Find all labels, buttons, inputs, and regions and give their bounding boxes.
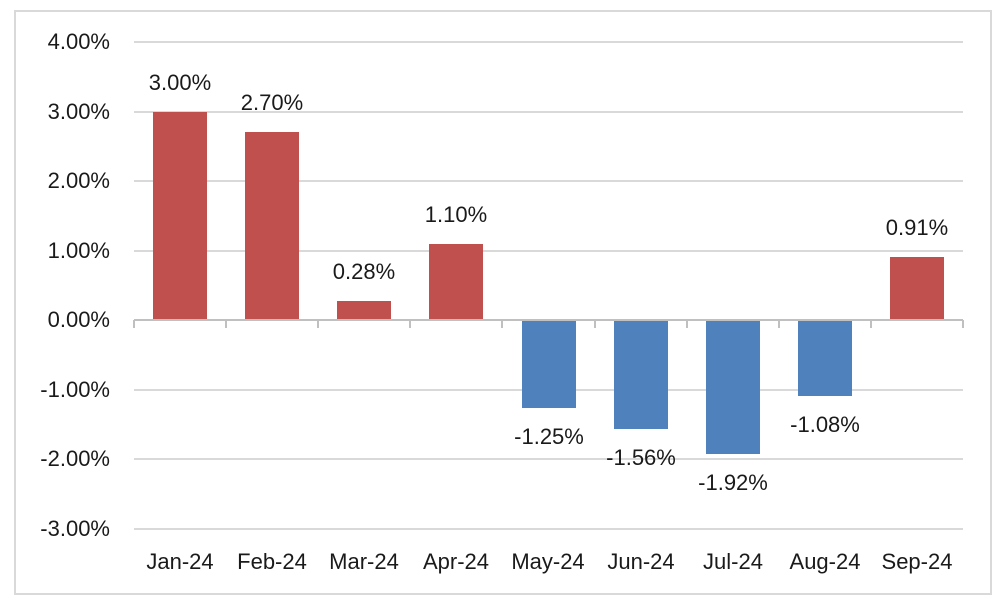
bar — [522, 321, 576, 408]
bar-value-label: -1.08% — [790, 412, 860, 437]
bar — [798, 321, 852, 396]
bar-value-label: -1.25% — [514, 424, 584, 449]
axis-tick-mark — [225, 320, 227, 328]
x-axis-category-label: Feb-24 — [237, 549, 307, 574]
bar-value-label: -1.92% — [698, 470, 768, 495]
bar — [429, 244, 483, 320]
gridline — [134, 180, 963, 182]
axis-tick-mark — [962, 320, 964, 328]
bar — [706, 321, 760, 454]
axis-tick-mark — [501, 320, 503, 328]
x-axis-category-label: Mar-24 — [329, 549, 399, 574]
y-axis-tick-label: 2.00% — [47, 168, 110, 193]
bar — [614, 321, 668, 429]
y-axis-tick-label: 0.00% — [47, 307, 110, 332]
bar — [337, 301, 391, 320]
axis-tick-mark — [686, 320, 688, 328]
bar — [153, 112, 207, 321]
y-axis-tick-label: -1.00% — [40, 376, 110, 402]
axis-tick-mark — [594, 320, 596, 328]
y-axis-tick-label: -3.00% — [40, 515, 110, 541]
y-axis-tick-label: -2.00% — [40, 446, 110, 471]
axis-tick-mark — [778, 320, 780, 328]
bar-value-label: -1.56% — [606, 445, 676, 470]
y-axis-tick-label: 3.00% — [47, 98, 110, 124]
x-axis-category-label: Jun-24 — [607, 549, 675, 574]
bar — [245, 132, 299, 320]
x-axis-category-label: Jul-24 — [703, 549, 763, 574]
gridline — [134, 41, 963, 43]
y-axis-tick-label: 4.00% — [47, 29, 110, 54]
x-axis-category-label: Aug-24 — [789, 549, 861, 574]
bar-value-label: 0.91% — [885, 215, 949, 240]
bar-value-label: 3.00% — [148, 70, 212, 95]
y-axis-tick-label: 1.00% — [47, 237, 110, 263]
x-axis-category-label: Apr-24 — [422, 549, 490, 574]
zero-axis-line — [134, 319, 963, 321]
gridline — [134, 249, 963, 252]
axis-tick-mark — [317, 320, 319, 328]
x-axis-category-label: Sep-24 — [881, 549, 953, 574]
axis-tick-mark — [870, 320, 872, 328]
gridline — [134, 110, 963, 113]
gridline — [134, 527, 963, 530]
axis-tick-mark — [409, 320, 411, 328]
axis-tick-mark — [133, 320, 135, 328]
bar-value-label: 1.10% — [424, 202, 488, 227]
x-axis-category-label: Jan-24 — [146, 549, 214, 574]
bar — [890, 257, 944, 320]
bar-value-label: 0.28% — [332, 259, 396, 284]
gridline — [134, 458, 963, 460]
bar-value-label: 2.70% — [240, 90, 304, 115]
x-axis-category-label: May-24 — [511, 549, 585, 574]
